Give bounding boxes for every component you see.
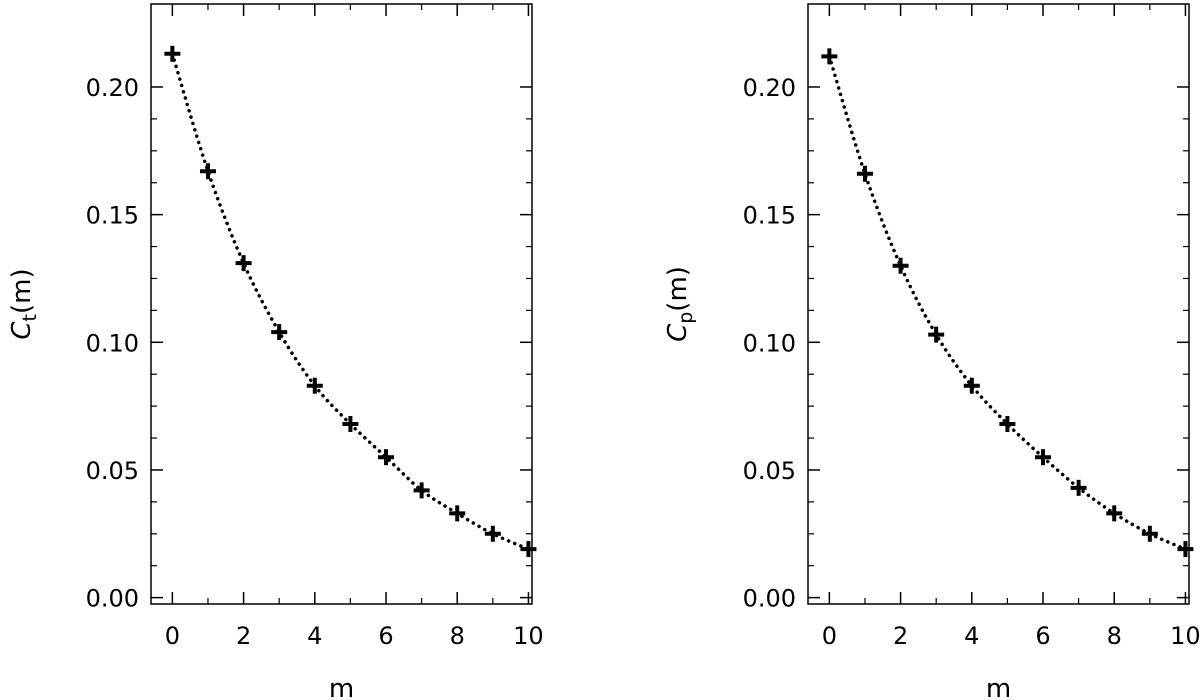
data-point-plus <box>271 324 288 341</box>
y-tick-label: 0.05 <box>86 457 139 485</box>
data-point-plus <box>164 45 181 62</box>
data-point-plus <box>1177 541 1194 558</box>
y-axis-title: Ct(m) <box>7 268 41 339</box>
y-axis-title: Cp(m) <box>663 266 697 342</box>
data-point-plus <box>1070 479 1087 496</box>
chart-panel-right: 0.00 0.05 0.10 0.15 0.20 0 2 4 6 8 10 m Cp(m) <box>663 3 1200 700</box>
data-point-plus <box>306 377 323 394</box>
y-tick-label: 0.00 <box>86 585 139 613</box>
data-point-plus <box>999 416 1016 432</box>
data-point-plus <box>1035 449 1052 466</box>
data-point-plus <box>963 377 980 394</box>
y-tick-label: 0.15 <box>86 202 139 230</box>
x-tick-label: 2 <box>893 622 908 650</box>
x-tick-label: 6 <box>378 622 393 650</box>
x-tick-label: 10 <box>513 622 544 650</box>
x-tick-label: 0 <box>165 622 180 650</box>
chart-panel-left: 0.00 0.05 0.10 0.15 0.20 0 2 4 6 8 10 m Ct(m) <box>7 3 544 700</box>
y-tick-label: 0.15 <box>743 202 796 230</box>
x-axis-title: m <box>986 674 1011 700</box>
x-tick-label: 8 <box>1107 622 1122 650</box>
y-tick-label: 0.00 <box>743 585 796 613</box>
fit-curve <box>827 54 1188 551</box>
plot-frame <box>150 3 533 605</box>
x-tick-label: 4 <box>307 622 322 650</box>
x-tick-label: 2 <box>236 622 251 650</box>
data-point-plus <box>1106 505 1123 522</box>
x-tick-label: 10 <box>1170 622 1200 650</box>
data-point-plus <box>235 255 252 272</box>
data-point-plus <box>342 416 359 432</box>
data-point-plus <box>928 326 945 343</box>
y-tick-label: 0.05 <box>743 457 796 485</box>
data-point-plus <box>378 449 395 466</box>
y-tick-label: 0.20 <box>743 74 796 102</box>
y-tick-label: 0.10 <box>86 329 139 357</box>
data-point-plus <box>449 505 466 522</box>
fit-curve <box>170 52 531 551</box>
x-tick-label: 6 <box>1035 622 1050 650</box>
y-tick-label: 0.10 <box>743 329 796 357</box>
plot-frame <box>807 3 1190 605</box>
x-tick-label: 0 <box>822 622 837 650</box>
data-point-plus <box>413 482 430 499</box>
x-tick-label: 8 <box>450 622 465 650</box>
data-point-plus <box>856 165 873 182</box>
x-axis-title: m <box>329 674 354 700</box>
data-point-plus <box>199 163 216 180</box>
data-point-plus <box>821 48 838 65</box>
x-tick-label: 4 <box>964 622 979 650</box>
data-point-plus <box>484 525 501 542</box>
data-point-plus <box>892 257 909 274</box>
data-point-plus <box>520 541 537 558</box>
y-tick-label: 0.20 <box>86 74 139 102</box>
data-point-plus <box>1141 525 1158 542</box>
